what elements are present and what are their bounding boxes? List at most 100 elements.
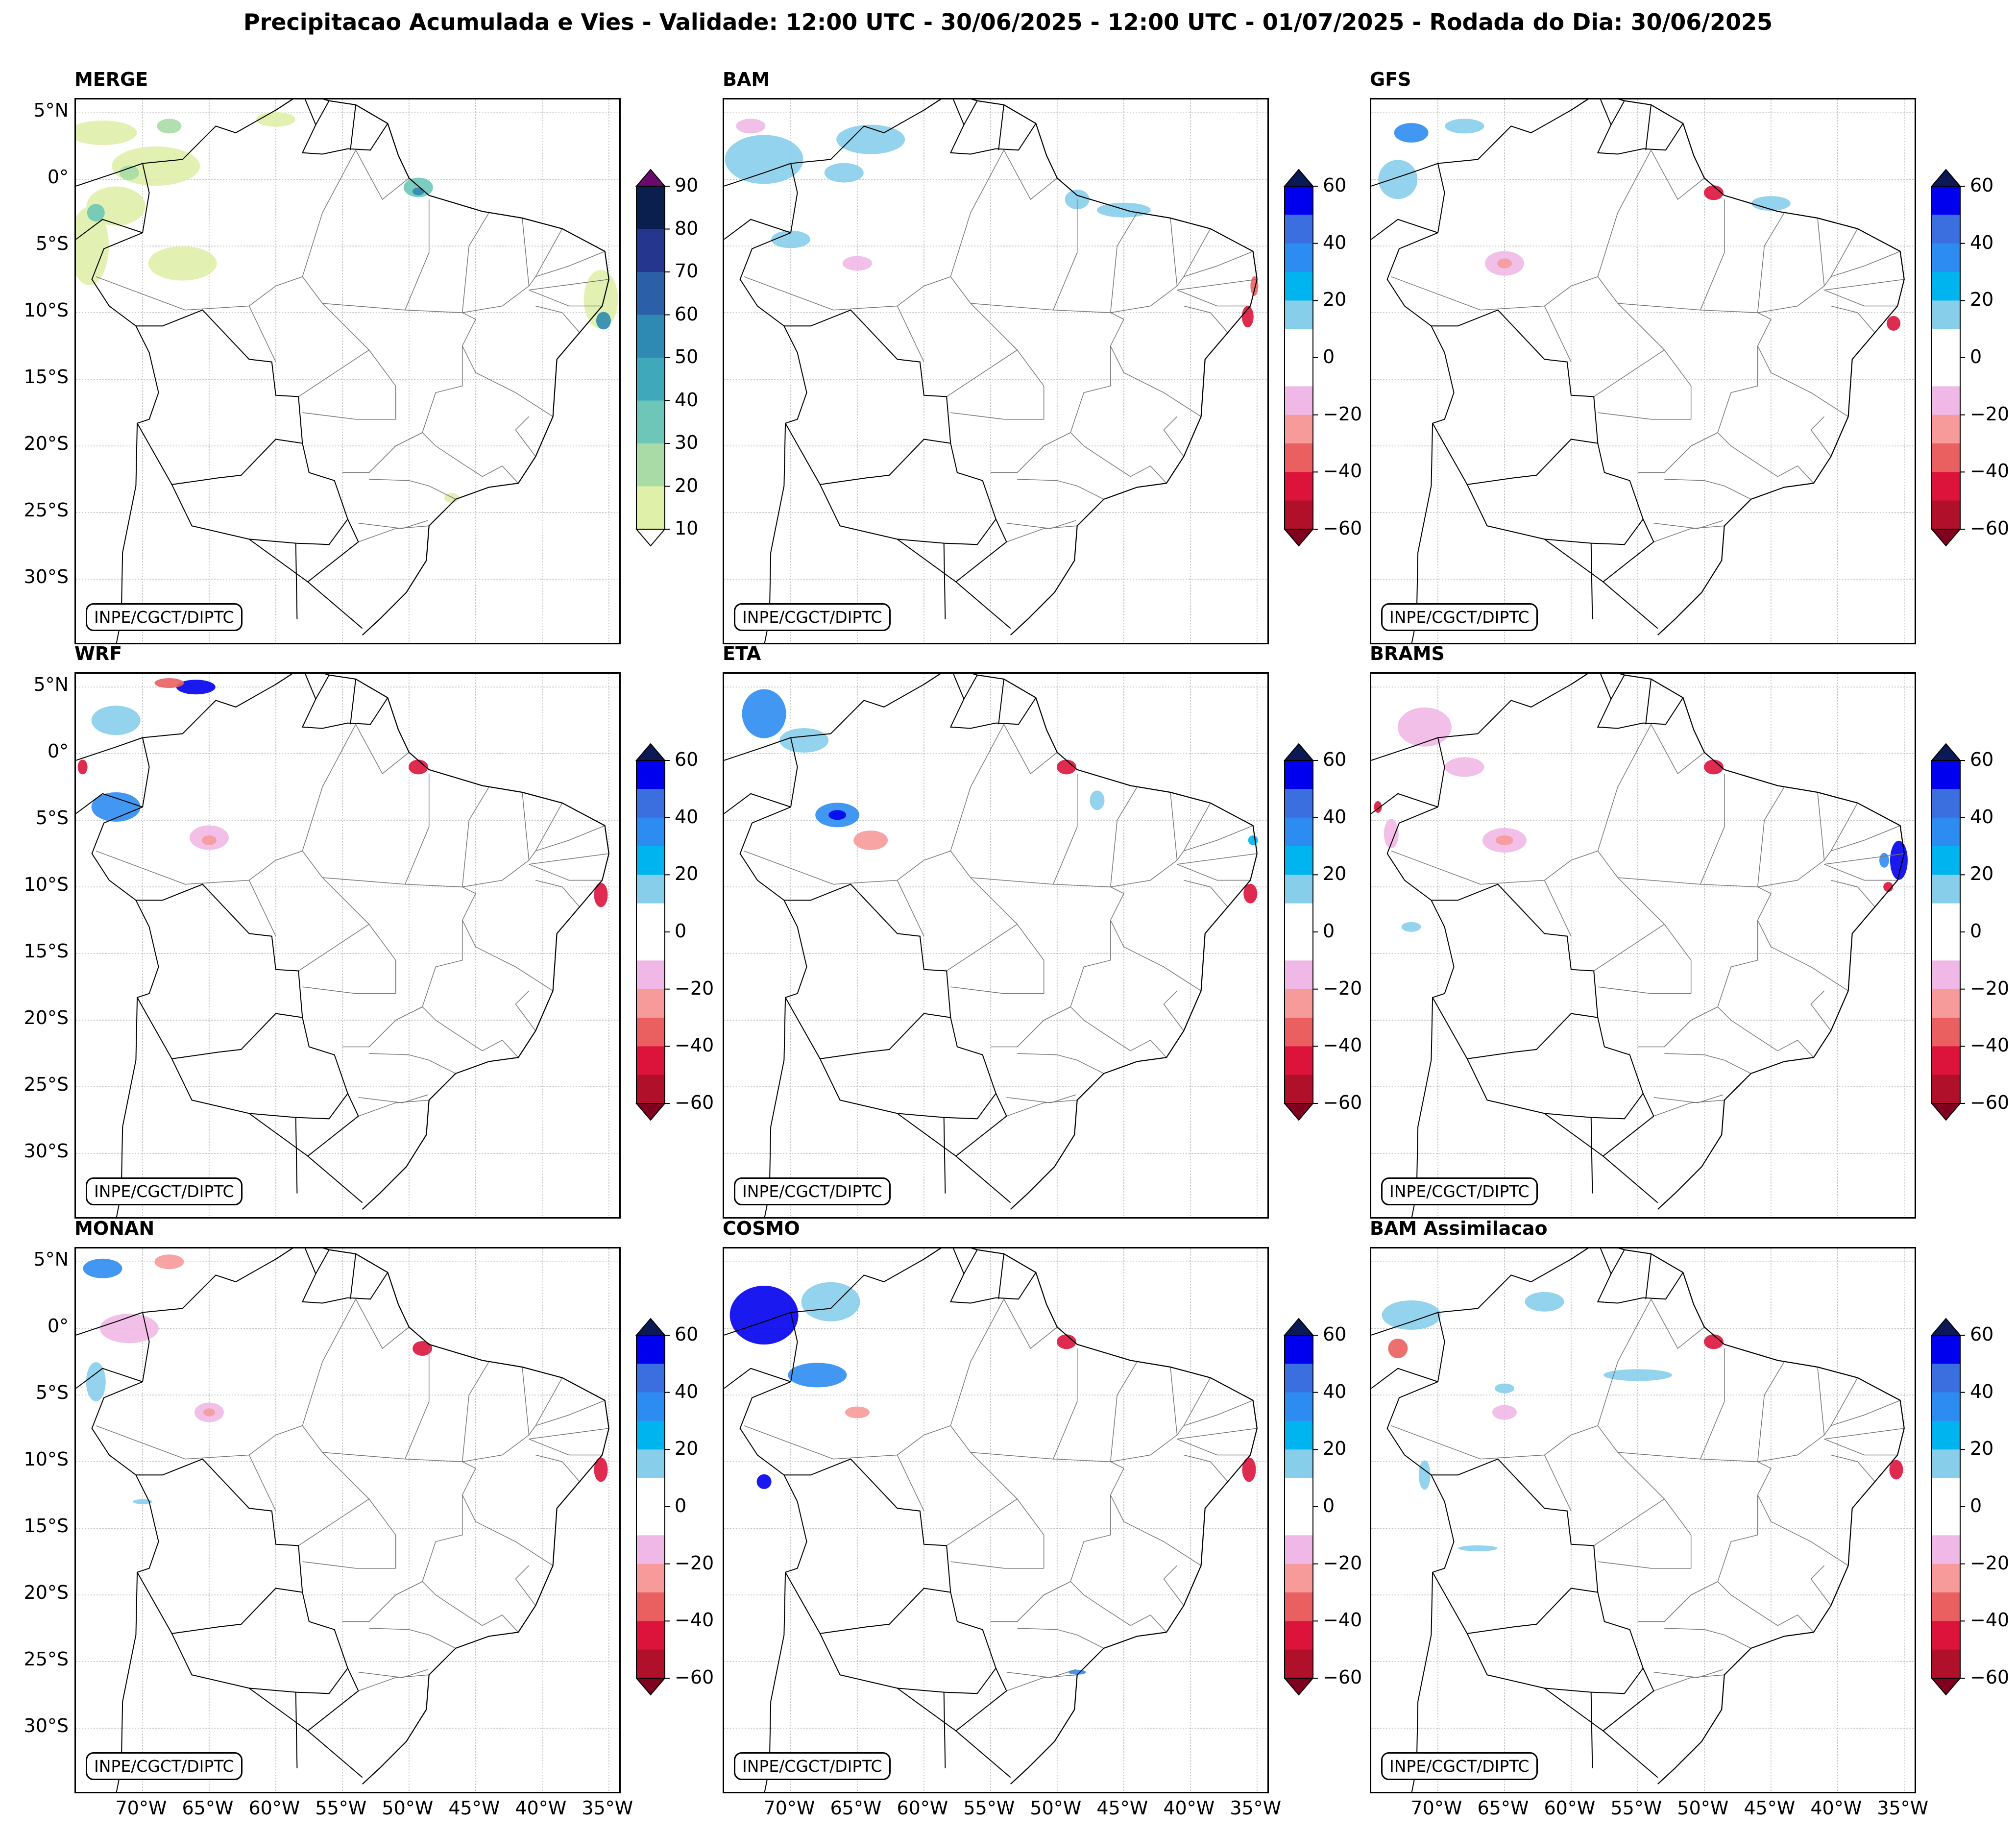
colorbar-tick-label: −20 [675, 1552, 714, 1574]
field-contour [1401, 922, 1421, 932]
state-border [1110, 1367, 1178, 1462]
state-border [248, 880, 276, 937]
field-contour [256, 112, 295, 127]
panel-title: MONAN [74, 1218, 155, 1239]
field-contour [1096, 202, 1151, 218]
country-border [1371, 1312, 1438, 1336]
state-border [1653, 1100, 1725, 1117]
bias-colorbar: 60 40 20 0 −20 −40 −60 [1931, 167, 2016, 549]
coastline [1571, 99, 1905, 636]
colorbar-tick-label: 20 [1323, 289, 1347, 311]
longitude-tick-label: 70°W [1410, 1797, 1462, 1819]
colorbar-segment [636, 932, 665, 961]
country-border [1386, 684, 1658, 1203]
country-border [943, 1117, 946, 1194]
state-border [302, 724, 356, 851]
state-border [529, 864, 603, 881]
country-border [350, 679, 357, 725]
colorbar-segment [1932, 1046, 1960, 1076]
country-border [295, 543, 298, 619]
map-panel[interactable]: INPE/CGCT/DIPTC [1370, 1247, 1916, 1793]
state-border [1177, 853, 1257, 865]
country-border [1590, 543, 1593, 619]
colorbar-segment [1932, 1621, 1960, 1650]
country-border [819, 1058, 996, 1120]
colorbar-segment [1285, 960, 1313, 990]
map-panel[interactable]: INPE/CGCT/DIPTC [1370, 98, 1916, 644]
state-border [1653, 1669, 1724, 1678]
state-border [1757, 212, 1785, 313]
colorbar-segment [636, 229, 665, 272]
country-border [1645, 679, 1652, 725]
credit-box: INPE/CGCT/DIPTC [1381, 1177, 1538, 1205]
country-border [819, 484, 996, 545]
country-border [998, 104, 1005, 150]
state-border [1544, 880, 1572, 937]
latitude-tick-label: 25°S [24, 1648, 69, 1670]
state-border [302, 1561, 396, 1569]
colorbar-graphic [1931, 1318, 1965, 1696]
credit-box: INPE/CGCT/DIPTC [734, 1177, 891, 1205]
country-border [1610, 675, 1625, 700]
country-border [998, 679, 1005, 725]
latitude-tick-label: 0° [47, 1315, 69, 1337]
country-border [1371, 163, 1438, 187]
colorbar-tick-label: 90 [675, 174, 699, 196]
map-panel[interactable]: INPE/CGCT/DIPTC [74, 672, 621, 1219]
state-border [950, 412, 1044, 420]
state-border [1824, 1428, 1904, 1440]
map-panel[interactable]: INPE/CGCT/DIPTC [723, 672, 1269, 1219]
country-border [1371, 793, 1438, 814]
colorbar-segment [1932, 472, 1960, 501]
state-border [1777, 1039, 1814, 1058]
colorbar-tick-label: −60 [1970, 517, 2010, 539]
map-panel[interactable]: INPE/CGCT/DIPTC [74, 98, 621, 644]
country-border [943, 1692, 946, 1768]
colorbar-extend-min [1284, 1678, 1314, 1696]
state-border [302, 1298, 356, 1426]
state-border [1823, 1377, 1858, 1436]
field-contour [119, 165, 139, 180]
field-contour [1068, 1669, 1086, 1675]
state-border [461, 212, 489, 313]
credit-box: INPE/CGCT/DIPTC [86, 1752, 243, 1780]
country-border [301, 674, 389, 729]
map-panel[interactable]: INPE/CGCT/DIPTC [723, 1247, 1269, 1793]
coastline [923, 1248, 1258, 1785]
field-contour [845, 1406, 870, 1418]
field-contour [1418, 1460, 1431, 1490]
colorbar-segment [1932, 358, 1960, 387]
coastline [275, 674, 609, 1210]
field-contour [148, 246, 217, 281]
colorbar-segment [636, 315, 665, 358]
country-border [1610, 1249, 1625, 1274]
field-contour [1497, 258, 1512, 269]
state-border [950, 149, 1004, 277]
coastline [923, 99, 1258, 636]
state-border [1777, 465, 1814, 484]
colorbar-segment [636, 789, 665, 818]
state-border [405, 774, 430, 884]
colorbar-extend-min [1931, 529, 1962, 547]
field-contour [87, 204, 105, 222]
colorbar-segment [1932, 760, 1960, 789]
field-contour [77, 759, 88, 775]
colorbar-segment [636, 1018, 665, 1047]
state-border [535, 1454, 580, 1482]
latitude-tick-label: 5°N [33, 674, 69, 696]
country-border [1544, 1113, 1603, 1157]
field-contour [836, 124, 905, 154]
field-contour [176, 680, 216, 695]
colorbar-tick-label: 60 [1970, 749, 1994, 770]
state-border [462, 345, 554, 417]
latitude-tick-label: 0° [47, 166, 69, 188]
latitude-tick-label: 5°N [33, 1248, 69, 1271]
map-panel[interactable]: INPE/CGCT/DIPTC [1370, 672, 1916, 1219]
colorbar-segment [636, 1507, 665, 1536]
state-border [1653, 1674, 1725, 1691]
colorbar-segment [1932, 1075, 1960, 1104]
colorbar-segment [1285, 1449, 1313, 1479]
map-panel[interactable]: INPE/CGCT/DIPTC [74, 1247, 621, 1793]
map-panel[interactable]: INPE/CGCT/DIPTC [723, 98, 1269, 644]
longitude-tick-label: 65°W [182, 1797, 234, 1819]
